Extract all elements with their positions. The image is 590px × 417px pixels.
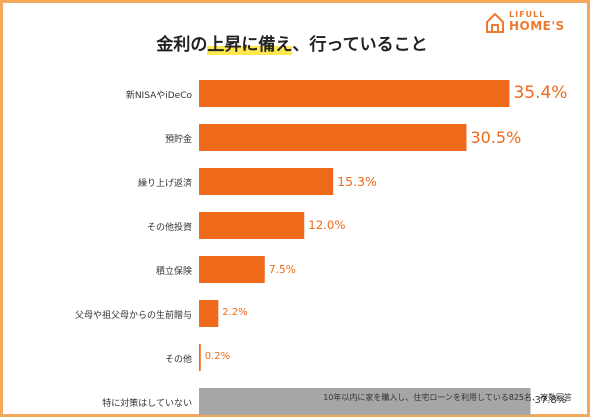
value-label: 2.2% xyxy=(222,307,248,319)
value-label: 35.4% xyxy=(513,82,568,103)
value-label: 0.2% xyxy=(204,351,231,363)
bar xyxy=(199,300,219,327)
bar xyxy=(199,80,510,107)
bar xyxy=(199,388,531,415)
category-label: 積立保険 xyxy=(155,266,192,277)
brand-logo: LIFULL HOME'S xyxy=(485,10,580,36)
category-label: 特に対策はしていない xyxy=(102,398,192,409)
value-label: 15.3% xyxy=(337,173,377,189)
house-icon xyxy=(486,12,504,33)
value-label: 12.0% xyxy=(308,218,346,233)
bar xyxy=(199,124,467,151)
value-label: 7.5% xyxy=(268,262,296,276)
bar xyxy=(199,344,201,371)
footnote: 10年以内に家を購入し、住宅ローンを利用している825名、複数回答 xyxy=(323,393,572,402)
title-suffix: 、行っていること xyxy=(292,35,428,55)
logo-bottom-text: HOME'S xyxy=(509,19,565,33)
bar xyxy=(199,212,305,239)
category-label: 父母や祖父母からの生前贈与 xyxy=(74,310,192,321)
category-label: その他 xyxy=(164,354,192,365)
bar xyxy=(199,256,265,283)
logo-top-text: LIFULL xyxy=(509,10,546,19)
category-label: 繰り上げ返済 xyxy=(137,178,192,189)
category-label: 新NISAやiDeCo xyxy=(125,90,192,101)
title-prefix: 金利の xyxy=(156,35,208,55)
bar xyxy=(199,168,334,195)
title-highlight: 上昇に備え xyxy=(207,35,293,55)
category-label: 預貯金 xyxy=(164,134,192,145)
value-label: 30.5% xyxy=(470,127,522,147)
category-label: その他投資 xyxy=(146,222,192,233)
chart-title: 金利の上昇に備え、行っていること xyxy=(0,30,584,55)
value-label: 37.8% xyxy=(534,395,567,407)
